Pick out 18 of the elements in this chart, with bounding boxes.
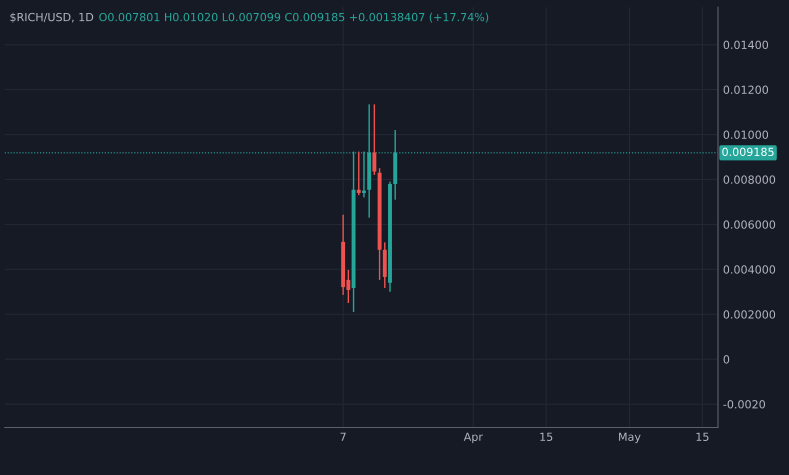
x-tick-label: 15 — [696, 432, 708, 441]
y-tick-label: 0.01400 — [724, 40, 768, 50]
x-tick-label: Apr — [464, 432, 483, 444]
candlestick — [372, 104, 376, 176]
y-tick-label: -0.0020 — [723, 400, 765, 409]
y-tick-label: 0.008000 — [724, 175, 776, 184]
x-tick-label: May — [619, 432, 641, 444]
y-tick-label: 0.006000 — [724, 220, 776, 229]
x-tick-label: 15 — [540, 432, 552, 441]
ref-line-label: 0.009185 — [722, 148, 774, 156]
chart-title: $RICH/USD, 1D — [10, 12, 94, 23]
y-tick-label: 0.01200 — [724, 86, 768, 94]
y-tick-label: 0.01000 — [724, 130, 768, 139]
y-tick-label: 0.002000 — [724, 310, 776, 319]
chart-subtitle: O0.007801 H0.01020 L0.007099 C0.009185 +0.00138407 (+17.74%) — [99, 12, 488, 23]
y-tick-label: 0 — [724, 355, 730, 364]
y-tick-label: 0.004000 — [724, 265, 776, 274]
x-tick-label: 7 — [340, 432, 346, 441]
